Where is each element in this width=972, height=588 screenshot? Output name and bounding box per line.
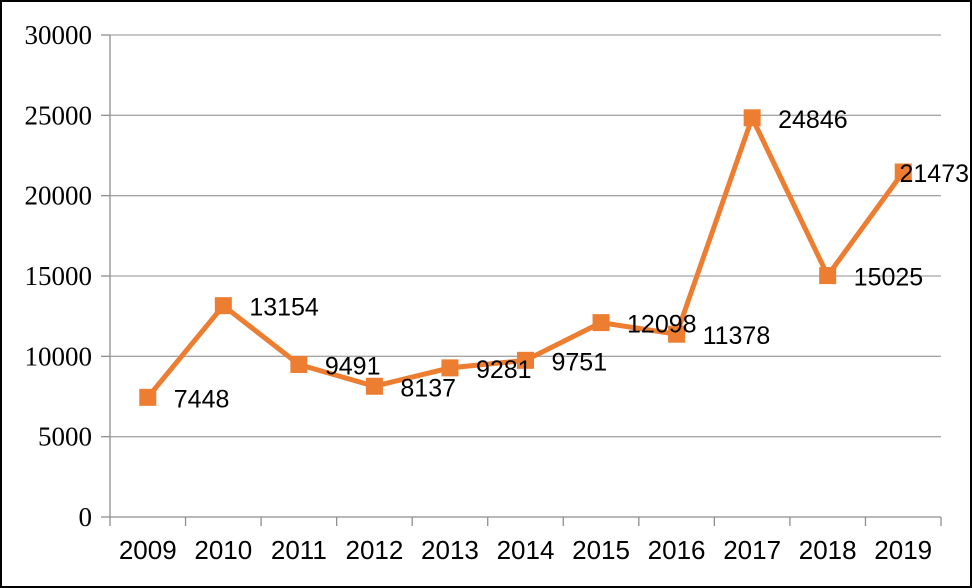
data-point-marker <box>668 325 686 343</box>
data-point-marker <box>139 388 157 406</box>
x-tick-label: 2010 <box>194 535 252 565</box>
data-point-marker <box>214 297 232 315</box>
x-tick-label: 2018 <box>799 535 857 565</box>
data-label: 9281 <box>476 356 532 384</box>
y-tick-label: 10000 <box>25 341 93 371</box>
x-tick-label: 2011 <box>271 535 327 565</box>
data-point-marker <box>441 359 459 377</box>
x-tick-label: 2017 <box>723 535 781 565</box>
data-point-marker <box>743 109 761 127</box>
data-point-marker <box>894 163 912 181</box>
data-label: 21473 <box>900 160 970 188</box>
y-tick-label: 15000 <box>25 261 93 291</box>
data-label: 8137 <box>400 374 456 402</box>
data-label: 15025 <box>854 264 924 292</box>
y-tick-label: 20000 <box>25 181 93 211</box>
y-tick-label: 5000 <box>38 422 92 452</box>
x-tick-label: 2009 <box>119 535 177 565</box>
data-point-marker <box>365 377 383 395</box>
data-point-marker <box>517 351 534 369</box>
data-label: 13154 <box>249 294 319 322</box>
y-tick-label: 25000 <box>25 100 93 130</box>
data-point-marker <box>592 314 610 332</box>
data-label: 9751 <box>552 348 608 376</box>
x-tick-label: 2015 <box>572 535 630 565</box>
x-tick-label: 2019 <box>874 535 932 565</box>
data-point-marker <box>290 356 308 374</box>
data-label: 12098 <box>627 311 697 339</box>
x-tick-label: 2013 <box>421 535 479 565</box>
x-tick-label: 2012 <box>345 535 403 565</box>
y-tick-label: 0 <box>79 502 93 532</box>
data-point-marker <box>819 267 837 285</box>
x-tick-label: 2014 <box>497 535 555 565</box>
data-label: 24846 <box>778 106 848 134</box>
data-label: 7448 <box>174 385 230 413</box>
x-tick-label: 2016 <box>648 535 706 565</box>
data-label: 9491 <box>325 353 381 381</box>
y-tick-label: 30000 <box>25 20 93 50</box>
data-label: 11378 <box>703 322 771 350</box>
